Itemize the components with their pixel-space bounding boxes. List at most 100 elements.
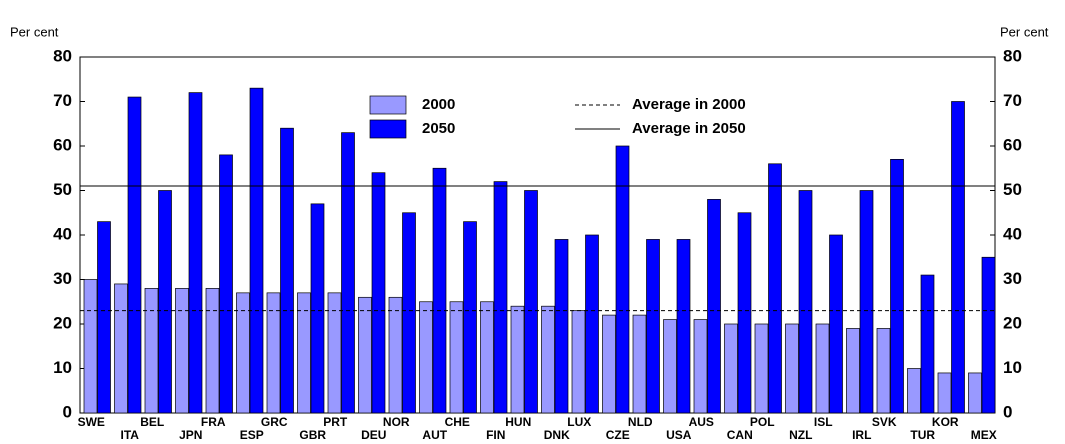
legend-label: Average in 2000 [632, 96, 746, 113]
x-tick-label: CZE [606, 428, 630, 442]
bar [419, 301, 433, 414]
y-tick-label: 40 [53, 224, 72, 243]
bar [158, 190, 172, 414]
bar [785, 323, 799, 414]
x-tick-label: HUN [505, 415, 531, 429]
y-tick-label: 70 [53, 91, 72, 110]
x-tick-label: DEU [361, 428, 386, 442]
y2-tick-label: 30 [1003, 269, 1022, 288]
bar [188, 92, 203, 414]
bar [876, 328, 891, 414]
x-tick-label: CAN [727, 428, 753, 442]
bar [205, 288, 220, 414]
x-tick-label: GBR [299, 428, 326, 442]
legend-label: Average in 2050 [632, 120, 746, 137]
x-tick-label: GRC [261, 415, 288, 429]
bar [615, 145, 630, 414]
y2-tick-label: 50 [1003, 180, 1022, 199]
x-tick-label: SWE [78, 415, 105, 429]
bar [449, 301, 464, 414]
bar [768, 163, 782, 414]
bar [585, 234, 599, 414]
bar [554, 239, 569, 414]
bar [815, 323, 830, 414]
bar [510, 305, 525, 414]
bar [249, 87, 264, 414]
y2-tick-label: 70 [1003, 91, 1022, 110]
bar [724, 323, 738, 414]
x-tick-label: CHE [445, 415, 470, 429]
bar [754, 323, 769, 414]
y-tick-label: 10 [53, 358, 72, 377]
bar [432, 167, 447, 414]
bar [846, 328, 860, 414]
bar [493, 181, 508, 414]
bar [297, 292, 311, 414]
y2-tick-label: 80 [1003, 46, 1022, 65]
bar [463, 221, 477, 414]
bar [798, 190, 813, 414]
bar [571, 310, 586, 414]
bar [266, 292, 281, 414]
legend-label: 2050 [422, 120, 455, 137]
bar [388, 296, 403, 414]
bar [97, 221, 111, 414]
legend-label: 2000 [422, 96, 455, 113]
x-tick-label: AUT [422, 428, 447, 442]
x-tick-label: NLD [628, 415, 653, 429]
y-tick-label: 60 [53, 135, 72, 154]
x-tick-label: IRL [852, 428, 871, 442]
x-tick-label: KOR [932, 415, 959, 429]
bar [327, 292, 342, 414]
y2-tick-label: 10 [1003, 358, 1022, 377]
bar [358, 296, 372, 414]
x-tick-label: DNK [544, 428, 570, 442]
bar [541, 305, 555, 414]
x-tick-label: NOR [383, 415, 410, 429]
x-tick-label: LUX [567, 415, 591, 429]
bar [981, 256, 996, 414]
x-tick-label: TUR [910, 428, 935, 442]
y-tick-label: 80 [53, 46, 72, 65]
bar [219, 154, 233, 414]
y-tick-label: 30 [53, 269, 72, 288]
x-tick-label: ESP [240, 428, 264, 442]
bar [83, 279, 98, 414]
bar [127, 96, 142, 414]
bar [371, 172, 386, 414]
y-axis-label: Per cent [10, 24, 59, 39]
x-tick-label: NZL [789, 428, 812, 442]
bar [676, 239, 691, 414]
bar [175, 288, 189, 414]
bar [693, 319, 708, 414]
bar [280, 127, 294, 414]
bar [859, 190, 874, 414]
bar [402, 212, 416, 414]
bar [144, 288, 159, 414]
bar [951, 101, 965, 414]
bar [114, 283, 128, 414]
y2-tick-label: 40 [1003, 224, 1022, 243]
x-tick-label: USA [666, 428, 692, 442]
x-tick-label: POL [750, 415, 775, 429]
bar [602, 314, 616, 414]
legend-swatch [369, 95, 407, 115]
y-tick-label: 50 [53, 180, 72, 199]
x-tick-label: MEX [971, 428, 997, 442]
bar [890, 159, 904, 414]
x-tick-label: FIN [486, 428, 505, 442]
bar [937, 372, 952, 414]
bar [524, 190, 538, 414]
y2-axis-label: Per cent [1000, 24, 1049, 39]
bar [829, 234, 843, 414]
bar [236, 292, 250, 414]
y2-tick-label: 20 [1003, 313, 1022, 332]
bar [480, 301, 494, 414]
bar [646, 239, 660, 414]
x-tick-label: JPN [179, 428, 202, 442]
x-tick-label: FRA [201, 415, 226, 429]
bar [920, 274, 935, 414]
legend-swatch [369, 119, 407, 139]
